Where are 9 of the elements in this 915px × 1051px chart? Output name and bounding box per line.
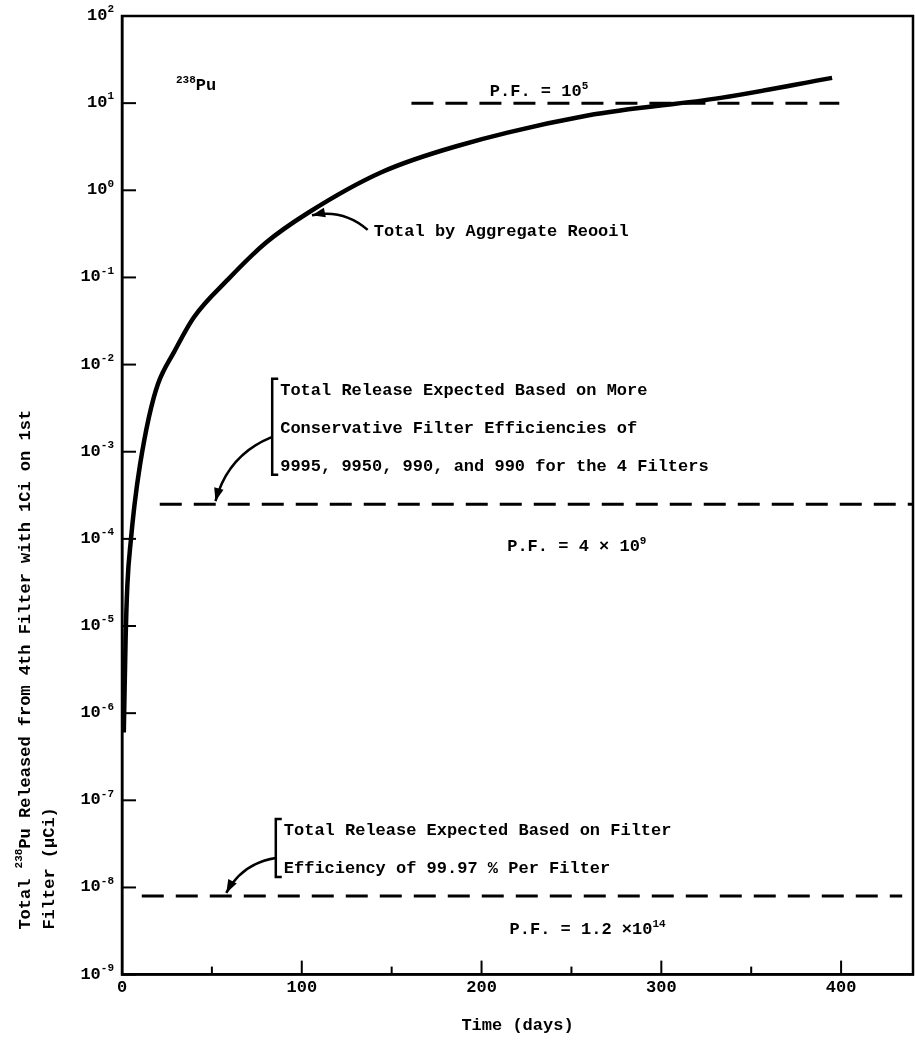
x-tick-label: 400 — [825, 978, 857, 998]
annotation: Total by Aggregate Reooil — [373, 221, 629, 241]
annotation: Total Release Expected Based on More Conservative Filter Efficiencies of 9995, 9950, 990, and 990 for the 4 Filters — [280, 380, 709, 476]
annotation: Total Release Expected Based on Filter Efficiency of 99.97 % Per Filter — [283, 820, 672, 878]
x-tick-label: 300 — [646, 978, 677, 998]
x-axis-title: Time (days) — [461, 1015, 574, 1035]
x-tick-label: 200 — [466, 978, 497, 998]
x-tick-label: 100 — [286, 978, 318, 998]
x-tick-label: 0 — [116, 978, 128, 998]
